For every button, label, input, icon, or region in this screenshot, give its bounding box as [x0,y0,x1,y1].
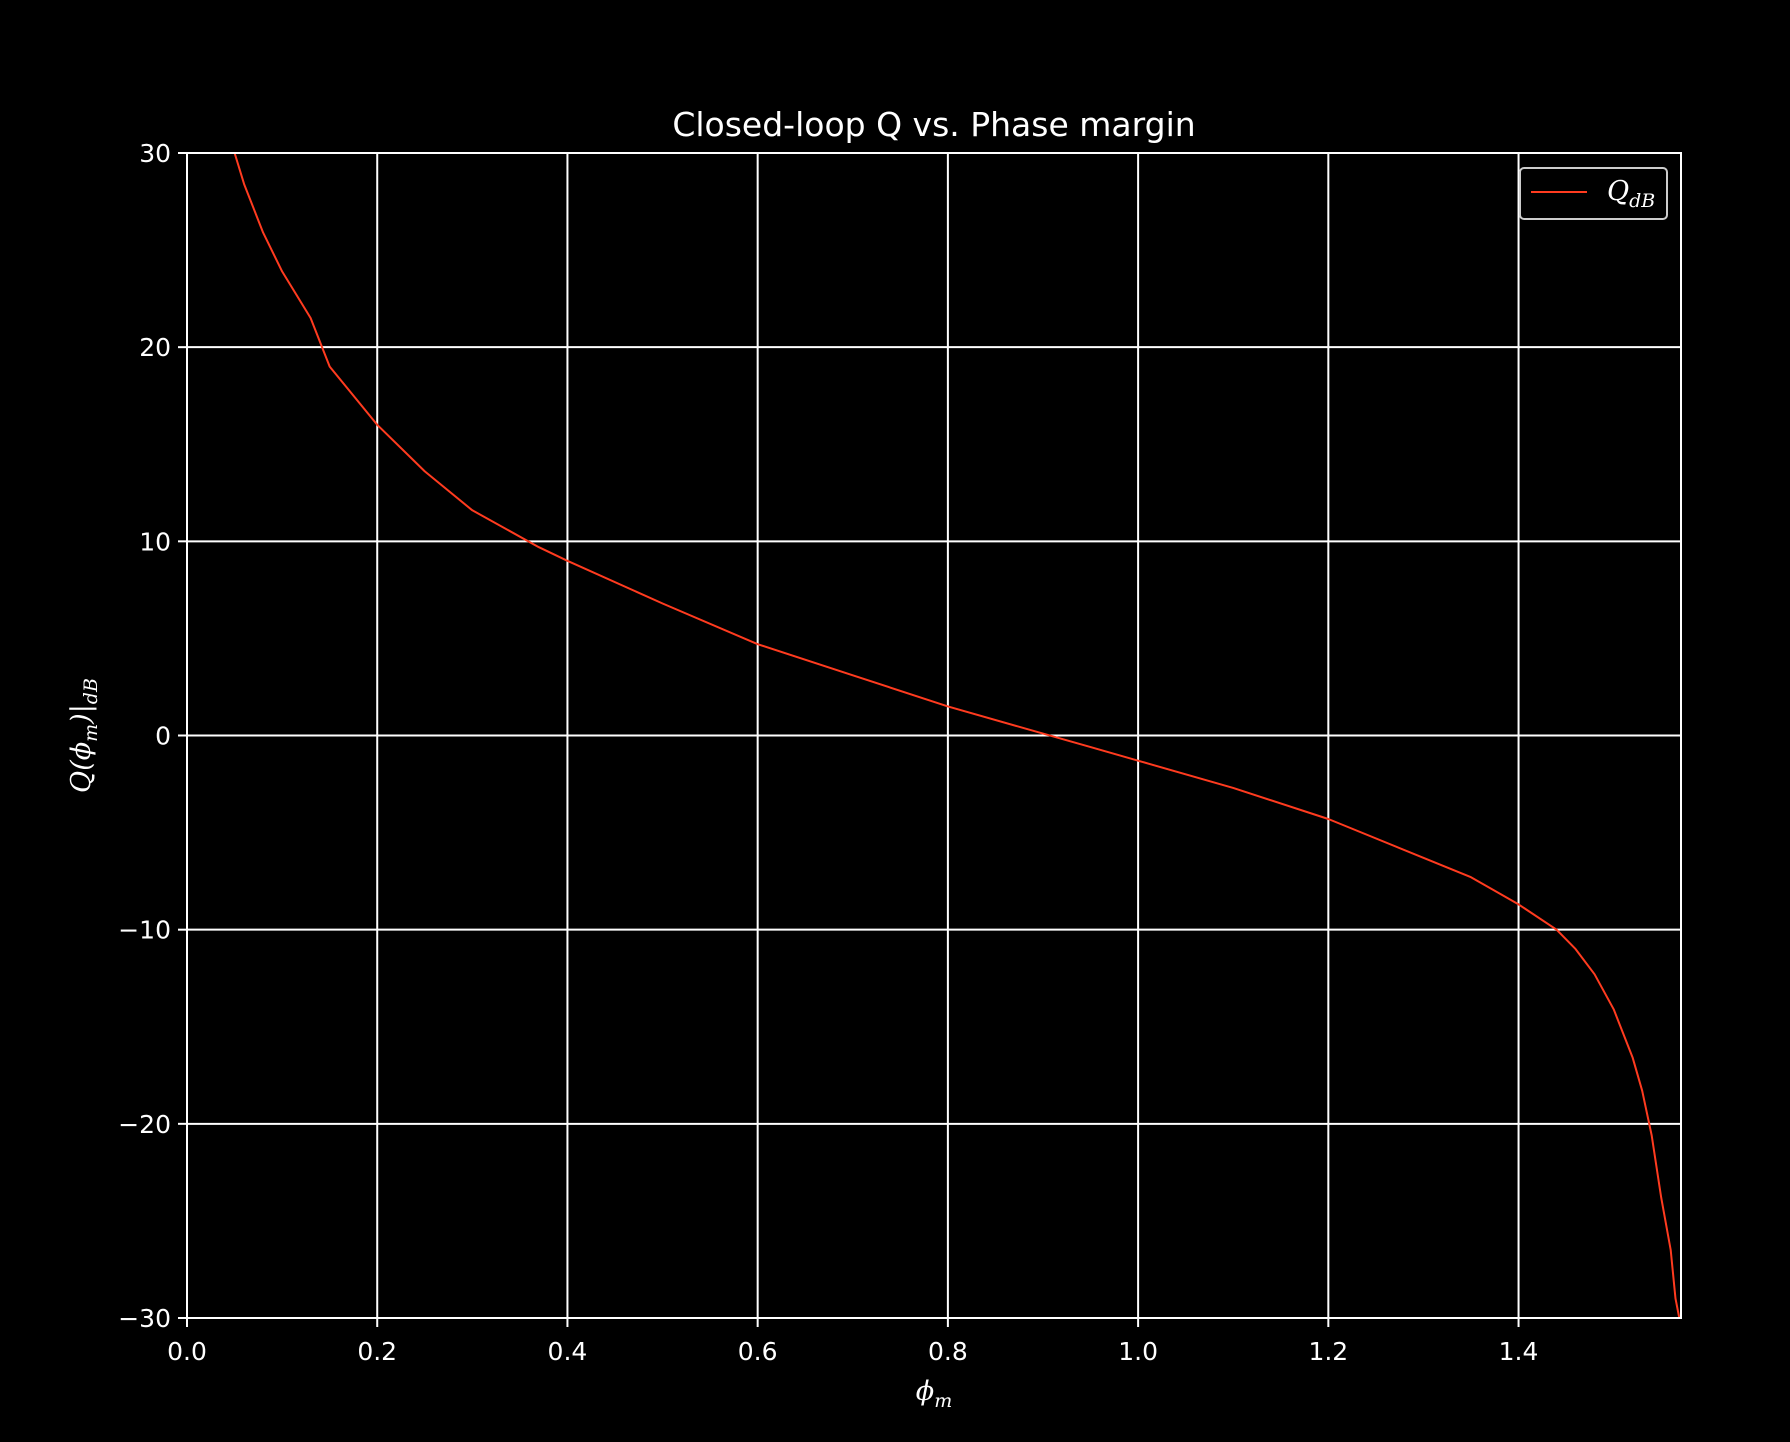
legend-label-base: Q [1607,176,1629,207]
x-axis-label-base: ϕ [916,1376,934,1407]
chart-title: Closed-loop Q vs. Phase margin [672,105,1195,144]
x-tick-label: 1.4 [1499,1337,1539,1366]
x-tick-label: 1.2 [1308,1337,1348,1366]
x-axis-label-sub: m [934,1390,952,1412]
legend-box [1519,167,1668,220]
y-tick-label: 0 [155,722,171,751]
y-tick-label: 30 [139,139,171,168]
y-axis-label-sub: m [80,724,102,742]
y-axis-label-text: Q(ϕ [66,742,97,793]
x-tick-label: 0.8 [928,1337,968,1366]
y-axis-label: Q(ϕm)|dB [66,678,102,793]
y-tick-label: 10 [139,527,171,556]
y-tick-label: 20 [139,333,171,362]
series-line-q-db [233,152,1681,1319]
x-tick-label: 0.2 [357,1337,397,1366]
legend-label: QdB [1607,176,1655,212]
series-layer [233,152,1681,1319]
x-tick-label: 0.4 [548,1337,588,1366]
y-axis-label-tail: )| [66,704,97,725]
y-tick-label: −30 [118,1304,171,1333]
y-tick-label: −10 [118,916,171,945]
x-axis-label: ϕm [916,1376,952,1412]
y-tick-label: −20 [118,1110,171,1139]
x-tick-label: 0.6 [738,1337,778,1366]
x-tick-label: 0.0 [167,1337,207,1366]
y-axis: −30 −20 −10 0 10 20 30 [118,139,187,1333]
x-axis: 0.0 0.2 0.4 0.6 0.8 1.0 1.2 1.4 [167,1318,1538,1366]
y-axis-label-sub2: dB [80,678,102,704]
legend-label-sub: dB [1629,190,1655,212]
legend: QdB [1519,167,1668,220]
x-tick-label: 1.0 [1118,1337,1158,1366]
